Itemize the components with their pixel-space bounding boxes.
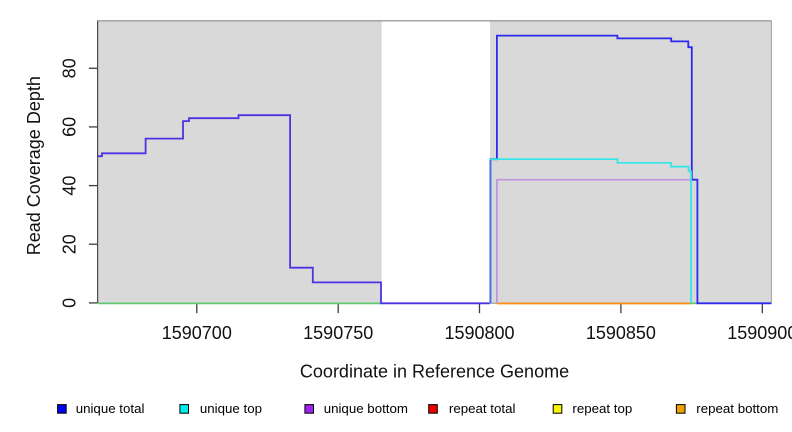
svg-text:unique total: unique total bbox=[76, 401, 145, 416]
svg-text:60: 60 bbox=[59, 117, 79, 137]
svg-text:Read Coverage Depth: Read Coverage Depth bbox=[24, 76, 44, 255]
svg-text:1590800: 1590800 bbox=[444, 323, 514, 343]
svg-text:unique top: unique top bbox=[200, 401, 262, 416]
svg-text:20: 20 bbox=[59, 234, 79, 254]
svg-text:40: 40 bbox=[59, 176, 79, 196]
svg-text:unique bottom: unique bottom bbox=[324, 401, 408, 416]
svg-text:repeat total: repeat total bbox=[449, 401, 516, 416]
svg-text:repeat top: repeat top bbox=[572, 401, 632, 416]
svg-text:Coordinate in Reference Genome: Coordinate in Reference Genome bbox=[300, 361, 569, 381]
svg-text:1590850: 1590850 bbox=[586, 323, 656, 343]
svg-text:1590900: 1590900 bbox=[727, 323, 792, 343]
svg-text:1590700: 1590700 bbox=[162, 323, 232, 343]
svg-text:80: 80 bbox=[59, 58, 79, 78]
svg-text:repeat bottom: repeat bottom bbox=[696, 401, 778, 416]
svg-text:1590750: 1590750 bbox=[303, 323, 373, 343]
svg-text:0: 0 bbox=[59, 298, 79, 308]
